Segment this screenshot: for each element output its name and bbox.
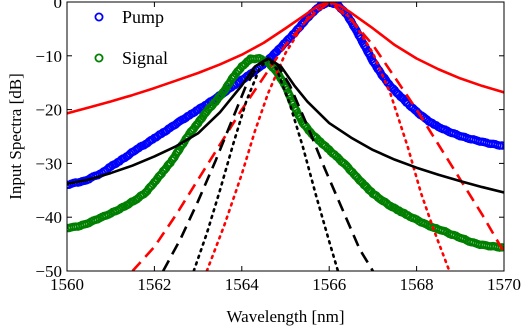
series-layer xyxy=(67,2,504,271)
y-tick-label: −40 xyxy=(35,208,62,227)
fit-line-3 xyxy=(131,2,504,271)
y-axis-label: Input Spectra [dB] xyxy=(6,73,25,200)
y-tick-label: 0 xyxy=(54,0,63,12)
x-tick-label: 1566 xyxy=(312,275,346,294)
x-tick-label: 1560 xyxy=(50,275,84,294)
legend-label: Signal xyxy=(122,48,168,68)
fit-line-2 xyxy=(67,2,504,115)
x-tick-label: 1568 xyxy=(400,275,434,294)
legend-marker xyxy=(94,12,104,22)
x-tick-label: 1570 xyxy=(487,275,521,294)
data-point xyxy=(497,141,504,150)
fit-line-7 xyxy=(192,57,340,271)
y-tick-label: −50 xyxy=(35,262,62,281)
legend-label: Pump xyxy=(122,7,164,27)
data-point xyxy=(497,243,504,252)
x-tick-label: 1562 xyxy=(137,275,171,294)
series-signal-markers xyxy=(67,53,504,252)
y-tick-label: −10 xyxy=(35,47,62,66)
y-tick-label: −30 xyxy=(35,154,62,173)
legend-marker xyxy=(94,53,104,63)
fit-line-5 xyxy=(67,57,504,194)
legend: Pump Signal xyxy=(94,7,168,68)
fit-line-4 xyxy=(205,2,451,271)
y-tick-label: −20 xyxy=(35,101,62,120)
x-axis-label: Wavelength [nm] xyxy=(226,307,344,326)
x-tick-label: 1564 xyxy=(225,275,260,294)
plot-frame xyxy=(66,1,505,272)
ticks-layer: 1560 1562 1564 1566 1568 1570 0 −10 −20 −30 −40 −50 xyxy=(35,0,521,294)
